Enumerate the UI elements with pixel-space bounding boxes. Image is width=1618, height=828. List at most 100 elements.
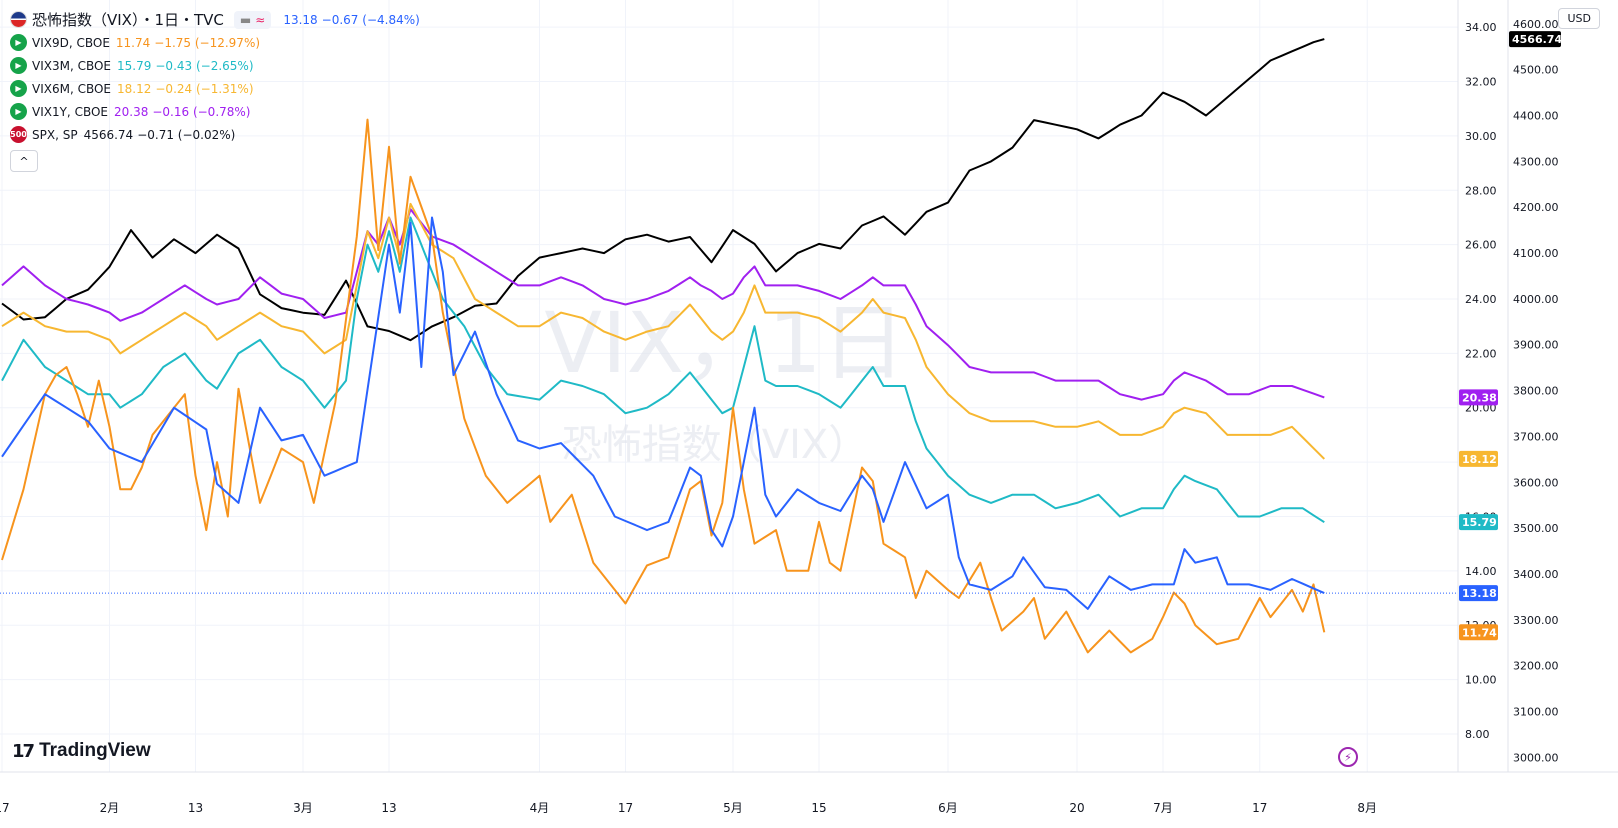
- tradingview-logo[interactable]: 17 TradingView: [12, 740, 151, 762]
- right-axis-tick-label: 3600.00: [1513, 476, 1559, 489]
- chart-title: 恐怖指数（VIX）・1日・TVC: [32, 11, 224, 29]
- us-flag-icon: [10, 11, 27, 28]
- last-label-spx-bg: [1509, 31, 1561, 48]
- time-axis-tick-label: 3月: [293, 801, 313, 815]
- legend-row[interactable]: 500 SPX, SP 4566.74 −0.71 (−0.02%): [10, 123, 420, 146]
- series-line-vix6m: [1, 202, 1326, 460]
- last-label-vix9d-bg: [1459, 624, 1498, 641]
- last-label-vix1y: 20.38: [1462, 391, 1497, 404]
- right-axis-tick-label: 3500.00: [1513, 522, 1559, 535]
- minus-icon: ▬: [239, 12, 252, 27]
- time-axis-tick-label: 15: [811, 801, 826, 815]
- right-axis-tick-label: 3200.00: [1513, 660, 1559, 673]
- time-axis-tick-label: 8月: [1357, 801, 1377, 815]
- legend-change: −0.71 (−0.02%): [137, 127, 236, 142]
- right-axis-tick-label: 3900.00: [1513, 339, 1559, 352]
- last-label-spx: 4566.74: [1512, 33, 1562, 46]
- left-axis-tick-label: 10.00: [1465, 674, 1497, 687]
- legend-change: −0.24 (−1.31%): [155, 81, 254, 96]
- series-line-spx: [1, 38, 1325, 342]
- time-axis-tick-label: 17: [1252, 801, 1267, 815]
- compare-toggle[interactable]: ▬ ≈: [233, 10, 272, 29]
- legend-row[interactable]: ▶ VIX6M, CBOE 18.12 −0.24 (−1.31%): [10, 77, 420, 100]
- spx-badge-icon: 500: [10, 126, 27, 143]
- last-label-vix-bg: [1459, 585, 1498, 602]
- last-label-vix3m: 15.79: [1462, 516, 1497, 529]
- lightning-icon[interactable]: ⚡: [1338, 747, 1358, 767]
- time-axis-tick-label: 2月: [100, 801, 120, 815]
- last-label-vix9d: 11.74: [1462, 626, 1497, 639]
- time-axis-tick-label: 7月: [1153, 801, 1173, 815]
- right-axis-tick-label: 3800.00: [1513, 385, 1559, 398]
- tradingview-text: TradingView: [39, 740, 151, 761]
- left-axis-tick-label: 32.00: [1465, 76, 1497, 89]
- time-axis-tick-label: 17: [618, 801, 633, 815]
- watermark-subtitle: 恐怖指数（VIX）: [562, 422, 869, 468]
- legend-value: 15.79: [117, 58, 152, 73]
- last-label-vix6m-bg: [1459, 450, 1498, 467]
- currency-button[interactable]: USD: [1558, 8, 1600, 29]
- right-axis-tick-label: 4600.00: [1513, 18, 1559, 31]
- legend-value: 11.74: [115, 35, 151, 50]
- legend-symbol: SPX, SP: [32, 127, 78, 142]
- main-value: 13.18: [283, 12, 318, 27]
- last-label-vix1y-bg: [1459, 389, 1498, 406]
- legend-symbol: VIX1Y, CBOE: [32, 104, 108, 119]
- legend-change: −1.75 (−12.97%): [154, 35, 261, 50]
- time-axis-tick-label: 13: [188, 801, 203, 815]
- right-axis-tick-label: 3400.00: [1513, 568, 1559, 581]
- legend-symbol: VIX3M, CBOE: [32, 58, 112, 73]
- series-line-vix: [1, 216, 1325, 610]
- time-axis-tick-label: 13: [381, 801, 396, 815]
- approx-icon: ≈: [255, 12, 266, 27]
- legend-row[interactable]: ▶ VIX1Y, CBOE 20.38 −0.16 (−0.78%): [10, 100, 420, 123]
- collapse-legend-button[interactable]: ^: [10, 150, 38, 172]
- last-label-vix3m-bg: [1459, 514, 1498, 531]
- legend-value: 20.38: [114, 104, 149, 119]
- left-axis-tick-label: 30.00: [1465, 130, 1497, 143]
- left-axis-tick-label: 26.00: [1465, 239, 1497, 252]
- time-axis-tick-label: 20: [1069, 801, 1084, 815]
- right-axis-tick-label: 3300.00: [1513, 614, 1559, 627]
- play-icon: ▶: [10, 103, 27, 120]
- right-axis-tick-label: 3100.00: [1513, 705, 1559, 718]
- time-axis-tick-label: 6月: [938, 801, 958, 815]
- legend-change: −0.43 (−2.65%): [155, 58, 254, 73]
- left-axis-tick-label: 14.00: [1465, 565, 1497, 578]
- legend-panel: 恐怖指数（VIX）・1日・TVC ▬ ≈ 13.18 −0.67 (−4.84%…: [10, 8, 420, 172]
- time-axis-tick-label: 5月: [723, 801, 743, 815]
- legend-row[interactable]: ▶ VIX9D, CBOE 11.74 −1.75 (−12.97%): [10, 31, 420, 54]
- legend-symbol: VIX9D, CBOE: [32, 35, 110, 50]
- legend-main-row: 恐怖指数（VIX）・1日・TVC ▬ ≈ 13.18 −0.67 (−4.84%…: [10, 8, 420, 31]
- right-axis-tick-label: 4200.00: [1513, 201, 1559, 214]
- play-icon: ▶: [10, 80, 27, 97]
- left-axis-tick-label: 34.00: [1465, 21, 1497, 34]
- legend-symbol: VIX6M, CBOE: [32, 81, 112, 96]
- last-label-vix: 13.18: [1462, 587, 1497, 600]
- main-change: −0.67 (−4.84%): [321, 12, 420, 27]
- left-axis-tick-label: 22.00: [1465, 347, 1497, 360]
- tradingview-mark: 17: [12, 740, 35, 762]
- right-axis-tick-label: 4400.00: [1513, 110, 1559, 123]
- left-axis-tick-label: 8.00: [1465, 728, 1490, 741]
- play-icon: ▶: [10, 57, 27, 74]
- play-icon: ▶: [10, 34, 27, 51]
- right-axis-tick-label: 4300.00: [1513, 155, 1559, 168]
- right-axis-tick-label: 3000.00: [1513, 751, 1559, 764]
- last-label-vix6m: 18.12: [1462, 453, 1497, 466]
- legend-change: −0.16 (−0.78%): [152, 104, 251, 119]
- legend-row[interactable]: ▶ VIX3M, CBOE 15.79 −0.43 (−2.65%): [10, 54, 420, 77]
- time-axis-tick-label: 17: [0, 801, 10, 815]
- right-axis-tick-label: 4500.00: [1513, 64, 1559, 77]
- right-axis-tick-label: 4100.00: [1513, 247, 1559, 260]
- left-axis-tick-label: 24.00: [1465, 293, 1497, 306]
- time-axis-tick-label: 4月: [530, 801, 550, 815]
- legend-value: 18.12: [117, 81, 152, 96]
- legend-value: 4566.74: [83, 127, 134, 142]
- left-axis-tick-label: 28.00: [1465, 184, 1497, 197]
- right-axis-tick-label: 4000.00: [1513, 293, 1559, 306]
- watermark-title: VIX，1日: [544, 294, 905, 392]
- right-axis-tick-label: 3700.00: [1513, 430, 1559, 443]
- series-line-vix1y: [1, 208, 1325, 401]
